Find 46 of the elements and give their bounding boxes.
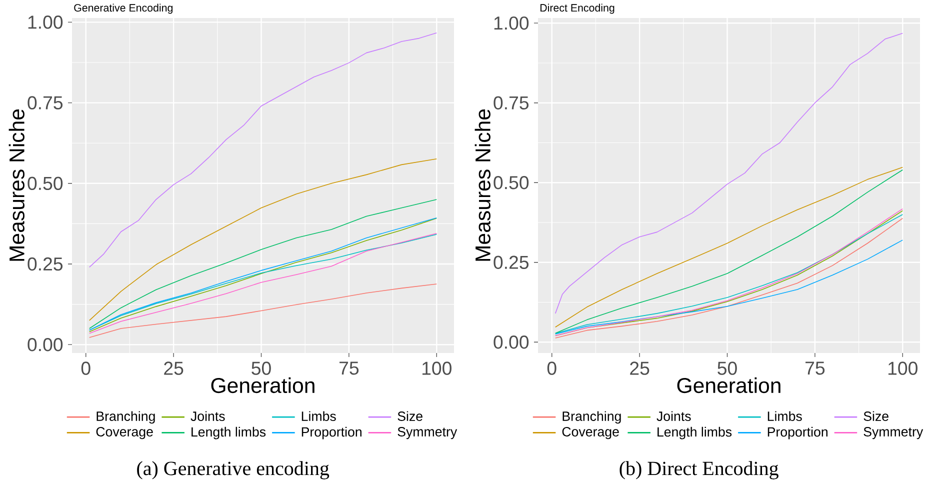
legend-label: Branching <box>562 411 621 424</box>
legend-label: Limbs <box>302 411 336 421</box>
legend-label: Symmetry <box>864 427 924 440</box>
text: (a) Generative encoding <box>137 461 330 480</box>
chart-title: Direct Encoding <box>540 4 614 14</box>
y-tick-label: 0.00 <box>28 338 63 352</box>
x-tick-label: 50 <box>718 362 737 375</box>
text: (b) Direct Encoding <box>620 461 778 480</box>
y-tick-label: 0.75 <box>28 96 63 110</box>
x-tick-label: 0 <box>547 362 556 375</box>
legend-label: Branching <box>96 411 155 424</box>
y-tick-label: 0.00 <box>494 336 529 349</box>
x-tick-label: 50 <box>252 362 271 375</box>
legend-label: Size <box>864 411 888 421</box>
y-tick-label: 0.25 <box>28 257 63 271</box>
y-tick-label: 0.50 <box>28 176 63 190</box>
y-tick-label: 1.00 <box>28 16 63 29</box>
x-tick-label: 0 <box>81 362 90 375</box>
x-tick-label: 75 <box>340 362 359 375</box>
legend-label: Joints <box>190 411 225 421</box>
legend-label: Coverage <box>562 427 619 440</box>
x-tick-label: 100 <box>422 362 452 375</box>
legend-label: Length limbs <box>658 426 732 440</box>
x-tick-label: 75 <box>806 362 825 375</box>
line-series <box>554 240 904 335</box>
y-axis-title: Measures Niche <box>474 109 490 261</box>
y-tick-label: 0.50 <box>494 176 529 190</box>
y-tick-label: 0.25 <box>494 256 529 269</box>
legend-label: Joints <box>656 411 691 421</box>
x-axis-title: Generation <box>211 377 314 394</box>
line-series <box>88 158 438 321</box>
chart-title: Generative Encoding <box>74 4 173 14</box>
x-tick-label: 25 <box>630 362 650 375</box>
x-tick-label: 25 <box>164 362 184 375</box>
legend-label: Size <box>398 411 422 421</box>
legend-label: Proportion <box>768 426 828 440</box>
legend-label: Symmetry <box>398 427 458 440</box>
y-tick-label: 0.75 <box>494 96 529 110</box>
x-axis-title: Generation <box>677 377 780 394</box>
legend-label: Limbs <box>768 411 802 421</box>
x-tick-label: 100 <box>888 362 918 375</box>
legend-label: Proportion <box>302 426 362 440</box>
y-tick-label: 1.00 <box>494 16 529 30</box>
legend-label: Length limbs <box>192 426 266 440</box>
y-axis-title: Measures Niche <box>8 109 24 261</box>
legend-label: Coverage <box>96 427 153 440</box>
